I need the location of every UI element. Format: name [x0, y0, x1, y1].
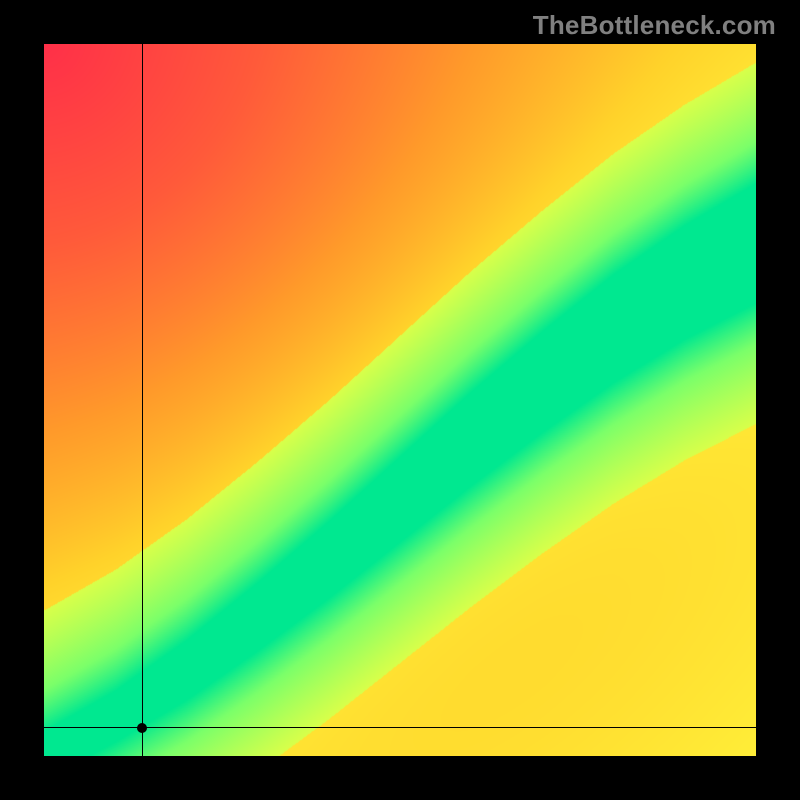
crosshair-marker [137, 723, 147, 733]
crosshair-vertical [142, 44, 144, 756]
crosshair-horizontal [44, 727, 756, 729]
heatmap-plot [44, 44, 756, 756]
watermark-text: TheBottleneck.com [533, 10, 776, 41]
heatmap-canvas [44, 44, 756, 756]
chart-root: { "watermark": { "text": "TheBottleneck.… [0, 0, 800, 800]
